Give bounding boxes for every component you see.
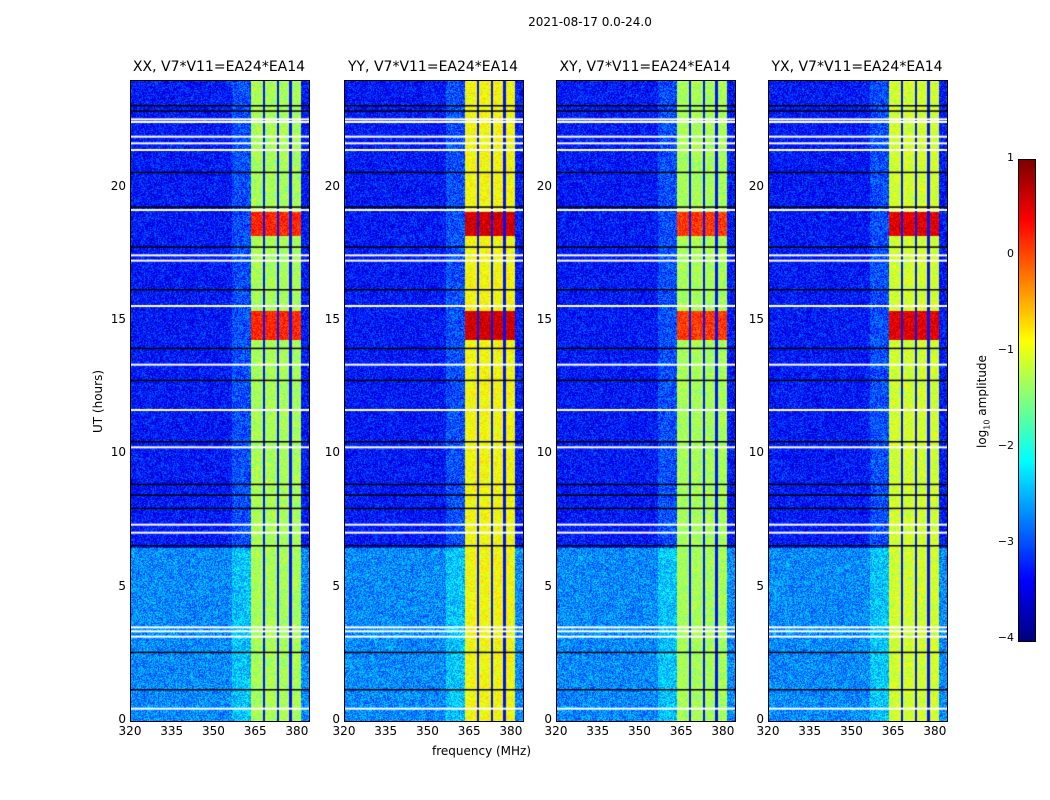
- y-tick-label: 10: [324, 445, 340, 460]
- x-tick-label: 365: [457, 724, 481, 738]
- x-tick-label: 365: [243, 724, 267, 738]
- y-tick-label: 20: [748, 178, 764, 193]
- y-axis-label: UT (hours): [91, 369, 105, 433]
- x-tick-label: 365: [881, 724, 905, 738]
- x-tick-label: 380: [499, 724, 523, 738]
- y-tick-label: 5: [118, 578, 126, 593]
- x-tick-label: 335: [798, 724, 822, 738]
- panel-title: XX, V7*V11=EA24*EA14: [132, 59, 306, 75]
- panel-title: XY, V7*V11=EA24*EA14: [559, 59, 731, 75]
- x-tick-label: 320: [544, 724, 568, 738]
- colorbar-tick-label: −3: [997, 535, 1014, 548]
- colorbar-tick-label: −1: [997, 343, 1014, 356]
- panel-title: YX, V7*V11=EA24*EA14: [771, 59, 943, 75]
- y-tick-label: 20: [536, 178, 552, 193]
- y-tick-label: 15: [110, 312, 126, 326]
- x-tick-label: 380: [285, 724, 309, 738]
- y-tick-label: 15: [748, 312, 764, 326]
- panel-title: YY, V7*V11=EA24*EA14: [347, 59, 519, 75]
- x-tick-label: 335: [160, 724, 184, 738]
- y-tick-label: 0: [544, 712, 552, 726]
- y-tick-label: 0: [118, 712, 126, 726]
- colorbar: [1018, 159, 1036, 642]
- x-tick-label: 380: [711, 724, 735, 738]
- y-tick-label: 20: [324, 178, 340, 193]
- y-tick-label: 0: [756, 712, 764, 726]
- y-tick-label: 10: [110, 445, 126, 460]
- x-axis-label: frequency (MHz): [432, 744, 532, 758]
- x-tick-label: 320: [118, 724, 142, 738]
- x-tick-label: 350: [201, 724, 225, 738]
- colorbar-label: log10 amplitude: [975, 355, 991, 448]
- x-tick-label: 335: [374, 724, 398, 738]
- x-tick-label: 335: [586, 724, 610, 738]
- colorbar-tick-label: 1: [1007, 151, 1014, 164]
- waterfall-panel: [556, 80, 736, 722]
- waterfall-panel: [344, 80, 524, 722]
- colorbar-tick-label: −2: [997, 439, 1014, 452]
- x-tick-label: 320: [332, 724, 356, 738]
- y-tick-label: 10: [748, 445, 764, 460]
- y-tick-label: 15: [536, 312, 552, 326]
- waterfall-panel: [768, 80, 948, 722]
- x-tick-label: 320: [756, 724, 780, 738]
- colorbar-tick-label: 0: [1007, 247, 1014, 260]
- y-tick-label: 15: [324, 312, 340, 326]
- colorbar-label-suffix: amplitude: [975, 355, 989, 420]
- y-tick-label: 5: [756, 578, 764, 593]
- x-tick-label: 350: [627, 724, 651, 738]
- y-tick-label: 20: [110, 178, 126, 193]
- y-tick-label: 10: [536, 445, 552, 460]
- x-tick-label: 365: [669, 724, 693, 738]
- waterfall-panel: [130, 80, 310, 722]
- y-tick-label: 0: [332, 712, 340, 726]
- colorbar-tick-label: −4: [997, 631, 1014, 644]
- figure-title: 2021-08-17 0.0-24.0: [528, 15, 652, 29]
- x-tick-label: 350: [415, 724, 439, 738]
- y-tick-label: 5: [544, 578, 552, 593]
- x-tick-label: 350: [839, 724, 863, 738]
- colorbar-label-prefix: log: [975, 429, 989, 448]
- colorbar-label-sub: 10: [982, 419, 992, 430]
- x-tick-label: 380: [923, 724, 947, 738]
- y-tick-label: 5: [332, 578, 340, 593]
